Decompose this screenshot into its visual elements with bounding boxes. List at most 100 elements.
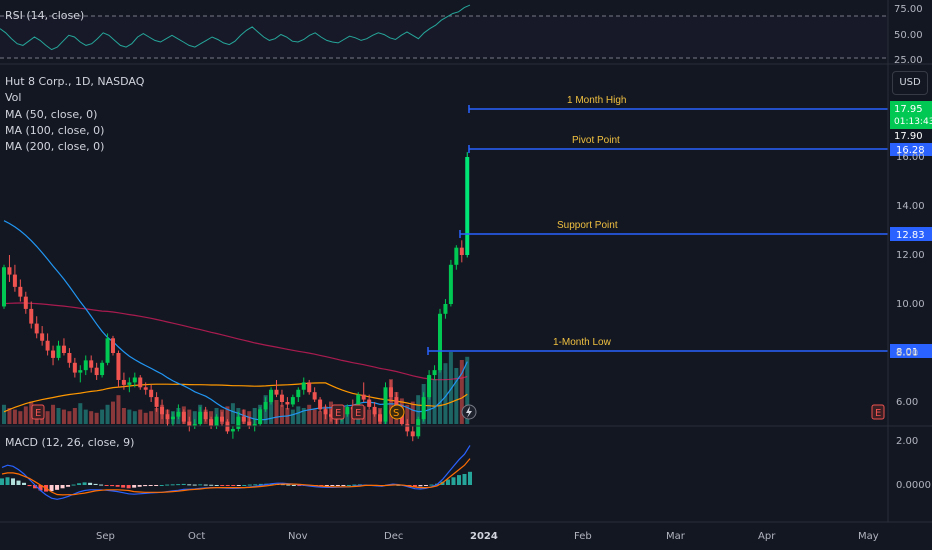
- prev-close-value: 17.90: [894, 131, 923, 142]
- macd-hist-bar: [5, 477, 10, 485]
- candle: [2, 264, 6, 309]
- volume-bar: [2, 404, 6, 424]
- earnings-marker-1[interactable]: [31, 404, 45, 420]
- volume-label: Vol: [5, 91, 21, 104]
- candle: [72, 357, 77, 378]
- x-label-apr: Apr: [758, 531, 776, 542]
- split-marker[interactable]: [389, 404, 405, 420]
- candle: [121, 372, 126, 390]
- symbol-title[interactable]: Hut 8 Corp., 1D, NASDAQ: [5, 75, 145, 88]
- macd-hist-bar: [132, 485, 137, 488]
- macd-hist-bar: [445, 479, 450, 485]
- candle: [383, 382, 388, 425]
- level-pivot-point[interactable]: Pivot Point 16.28: [468, 135, 932, 156]
- macd-hist-bar: [82, 482, 87, 485]
- x-label-sep: Sep: [96, 531, 115, 542]
- macd-hist-bar: [154, 485, 159, 486]
- level-1-month-high[interactable]: 1 Month High: [468, 95, 888, 113]
- macd-line: [1, 445, 471, 500]
- level-1-month-low[interactable]: 1-Month Low 8.01: [427, 337, 932, 358]
- candle: [252, 419, 257, 432]
- volume-bar: [83, 409, 88, 424]
- macd-hist-bar: [88, 482, 93, 485]
- earnings-marker-3[interactable]: [351, 404, 365, 420]
- candle: [454, 245, 459, 270]
- event-marker-e2[interactable]: E: [331, 404, 345, 420]
- macd-hist-bar: [418, 485, 423, 487]
- candle: [421, 392, 426, 422]
- volume-bar: [274, 400, 279, 424]
- macd-hist-bar: [71, 484, 76, 486]
- volume-bar: [432, 379, 437, 424]
- volume-bar: [465, 356, 470, 424]
- level-label: Support Point: [557, 220, 618, 231]
- macd-hist-bar: [253, 484, 258, 486]
- volume-bar: [29, 401, 34, 424]
- volume-bar: [312, 409, 317, 424]
- volume-bar: [121, 408, 126, 424]
- macd-hist-bar: [60, 485, 65, 489]
- macd-hist-bar: [225, 485, 230, 486]
- macd-hist-bar: [297, 485, 302, 486]
- currency-button[interactable]: USD: [892, 71, 928, 95]
- candle: [312, 387, 317, 402]
- volume-bar: [367, 409, 372, 424]
- level-label: Pivot Point: [572, 135, 620, 146]
- event-marker-e1[interactable]: E: [31, 404, 45, 420]
- event-marker-e4[interactable]: E: [871, 404, 885, 420]
- ma200-line: [3, 302, 468, 381]
- candle: [165, 409, 170, 427]
- time-axis[interactable]: Sep Oct Nov Dec 2024 Feb Mar Apr May: [96, 531, 879, 542]
- macd-hist-bar: [247, 484, 252, 486]
- volume-bar: [318, 411, 323, 424]
- candle: [181, 409, 186, 425]
- ma50-line: [3, 220, 468, 421]
- volume-bar: [269, 392, 274, 424]
- level-support-point[interactable]: Support Point 12.83: [459, 220, 932, 241]
- candle: [132, 372, 137, 388]
- candle: [67, 348, 72, 368]
- volume-bar: [67, 411, 72, 424]
- last-price-tag: 17.95 01:13:43: [890, 101, 932, 129]
- macd-hist-bar: [242, 485, 247, 486]
- macd-hist-bar: [93, 483, 98, 485]
- macd-hist-bar: [115, 485, 120, 487]
- macd-hist-bar: [214, 485, 219, 486]
- candle: [176, 404, 181, 420]
- prev-close-tag: 17.90: [890, 129, 932, 143]
- candle: [361, 382, 366, 402]
- volume-bar: [116, 395, 121, 424]
- candle: [263, 397, 268, 412]
- volume-bar: [372, 411, 377, 424]
- event-marker-e3[interactable]: E: [351, 404, 365, 420]
- candle: [89, 355, 94, 373]
- event-marker-s[interactable]: S: [389, 404, 405, 420]
- candle: [301, 377, 306, 395]
- ma100-line: [3, 382, 468, 413]
- candle: [388, 379, 393, 402]
- macd-hist-bar: [110, 485, 115, 487]
- macd-pane: MACD (12, 26, close, 9) 2.00 0.0000: [0, 436, 931, 500]
- candle: [192, 419, 197, 429]
- rsi-tick-50: 50.00: [894, 30, 923, 41]
- macd-hist-bar: [192, 484, 197, 486]
- candle: [427, 370, 432, 400]
- candle: [154, 392, 159, 412]
- candle: [105, 333, 110, 366]
- macd-hist-bar: [209, 484, 214, 486]
- candle: [269, 387, 274, 405]
- macd-hist-bar: [22, 482, 27, 485]
- earnings-marker-4[interactable]: [871, 404, 885, 420]
- macd-hist-bar: [33, 485, 38, 489]
- candle: [307, 379, 312, 395]
- macd-hist-bar: [231, 485, 236, 486]
- earnings-marker-2[interactable]: [331, 404, 345, 420]
- volume-bar: [301, 408, 306, 424]
- volume-bar: [132, 411, 137, 424]
- level-label: 1-Month Low: [553, 337, 612, 348]
- event-marker-lightning[interactable]: [461, 404, 477, 420]
- level-label: 1 Month High: [567, 95, 626, 106]
- candle: [18, 279, 23, 302]
- candle: [170, 411, 175, 427]
